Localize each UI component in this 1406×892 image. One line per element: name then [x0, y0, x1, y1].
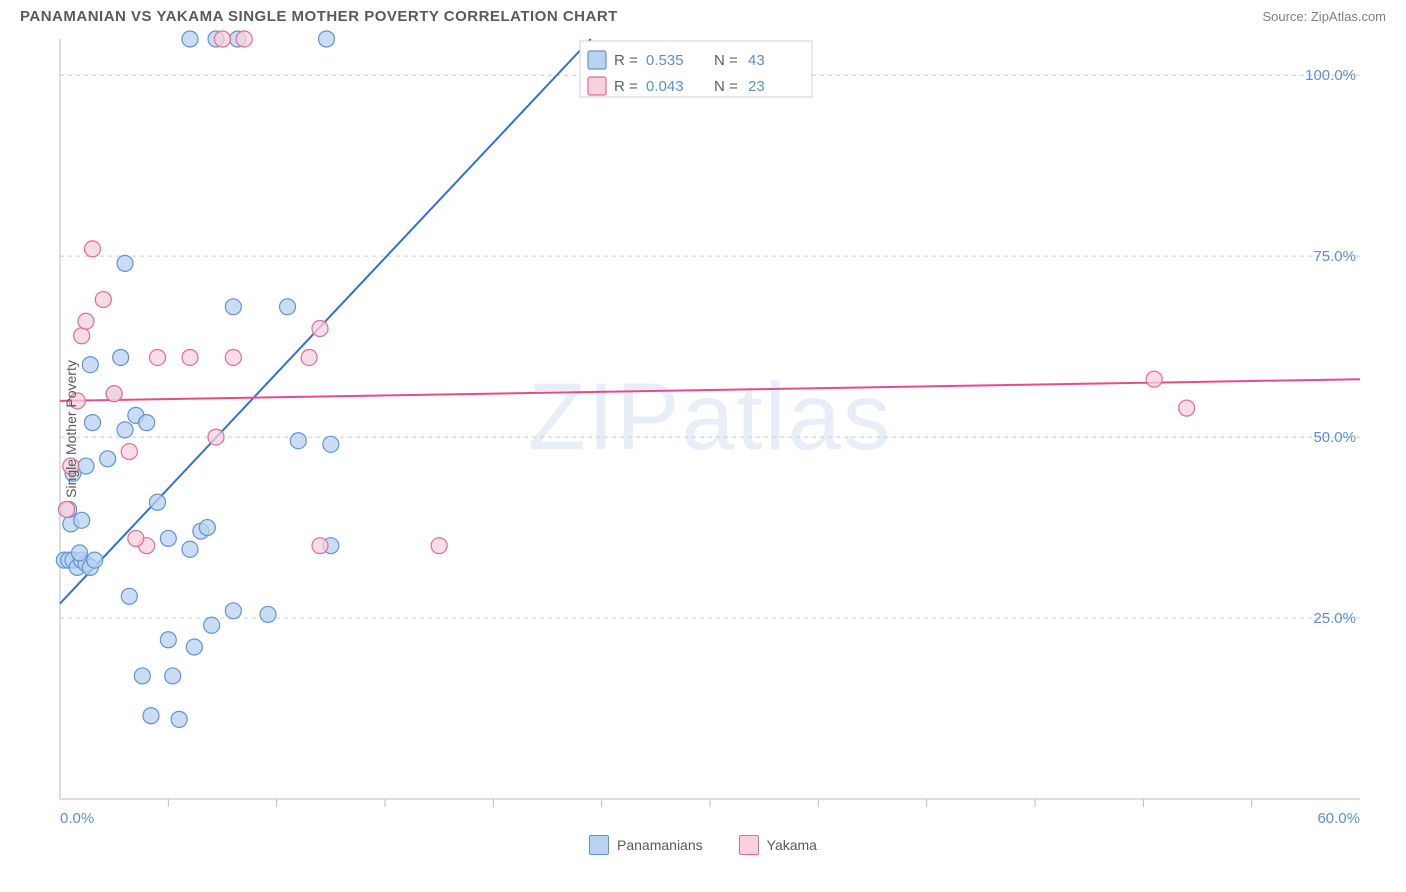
chart-title: PANAMANIAN VS YAKAMA SINGLE MOTHER POVER…: [20, 8, 618, 25]
stats-swatch: [588, 77, 606, 95]
y-tick-label: 50.0%: [1313, 429, 1356, 446]
stats-n-value: 23: [748, 78, 765, 95]
data-point: [431, 538, 447, 554]
data-point: [182, 541, 198, 557]
data-point: [128, 530, 144, 546]
stats-swatch: [588, 51, 606, 69]
legend: Panamanians Yakama: [0, 829, 1406, 860]
y-tick-label: 75.0%: [1313, 248, 1356, 265]
data-point: [74, 512, 90, 528]
data-point: [171, 711, 187, 727]
data-point: [182, 349, 198, 365]
data-point: [59, 501, 75, 517]
data-point: [215, 31, 231, 47]
data-point: [312, 538, 328, 554]
data-point: [139, 415, 155, 431]
data-point: [208, 429, 224, 445]
data-point: [323, 436, 339, 452]
data-point: [1179, 400, 1195, 416]
data-point: [113, 349, 129, 365]
data-point: [301, 349, 317, 365]
legend-swatch: [589, 835, 609, 855]
stats-n-value: 43: [748, 52, 765, 69]
data-point: [143, 708, 159, 724]
data-point: [312, 321, 328, 337]
x-tick-label: 60.0%: [1317, 810, 1360, 827]
trend-line: [60, 39, 591, 604]
y-axis-label: Single Mother Poverty: [63, 360, 79, 498]
stats-n-label: N =: [714, 52, 738, 69]
legend-swatch: [739, 835, 759, 855]
data-point: [121, 444, 137, 460]
data-point: [117, 422, 133, 438]
data-point: [85, 241, 101, 257]
data-point: [100, 451, 116, 467]
legend-label: Yakama: [767, 837, 817, 853]
data-point: [280, 299, 296, 315]
data-point: [121, 588, 137, 604]
data-point: [165, 668, 181, 684]
data-point: [160, 632, 176, 648]
y-tick-label: 100.0%: [1305, 67, 1356, 84]
data-point: [225, 603, 241, 619]
legend-item: Yakama: [739, 835, 817, 855]
stats-r-label: R =: [614, 78, 638, 95]
data-point: [186, 639, 202, 655]
data-point: [204, 617, 220, 633]
stats-n-label: N =: [714, 78, 738, 95]
scatter-plot: ZIPatlas 25.0% 50.0% 75.0% 100.0% 0.0% 60.0% R …: [20, 29, 1386, 829]
data-point: [290, 433, 306, 449]
data-point: [134, 668, 150, 684]
x-tick-label: 0.0%: [60, 810, 94, 827]
legend-label: Panamanians: [617, 837, 703, 853]
chart-header: PANAMANIAN VS YAKAMA SINGLE MOTHER POVER…: [0, 0, 1406, 29]
y-tick-label: 25.0%: [1313, 610, 1356, 627]
chart-area: Single Mother Poverty ZIPatlas 25.0% 50.0%…: [20, 29, 1386, 829]
data-point: [95, 292, 111, 308]
data-point: [182, 31, 198, 47]
data-point: [1146, 371, 1162, 387]
legend-item: Panamanians: [589, 835, 703, 855]
data-point: [150, 494, 166, 510]
watermark: ZIPatlas: [528, 364, 892, 470]
data-point: [225, 349, 241, 365]
chart-source: Source: ZipAtlas.com: [1262, 9, 1386, 24]
stats-r-label: R =: [614, 52, 638, 69]
stats-r-value: 0.043: [646, 78, 684, 95]
data-point: [82, 357, 98, 373]
data-point: [199, 520, 215, 536]
data-point: [236, 31, 252, 47]
data-point: [78, 313, 94, 329]
data-point: [106, 386, 122, 402]
data-point: [117, 255, 133, 271]
data-point: [78, 458, 94, 474]
data-point: [72, 545, 88, 561]
data-point: [319, 31, 335, 47]
data-point: [85, 415, 101, 431]
data-point: [74, 328, 90, 344]
data-point: [150, 349, 166, 365]
data-point: [160, 530, 176, 546]
data-point: [260, 606, 276, 622]
data-point: [225, 299, 241, 315]
data-point: [87, 552, 103, 568]
stats-r-value: 0.535: [646, 52, 684, 69]
